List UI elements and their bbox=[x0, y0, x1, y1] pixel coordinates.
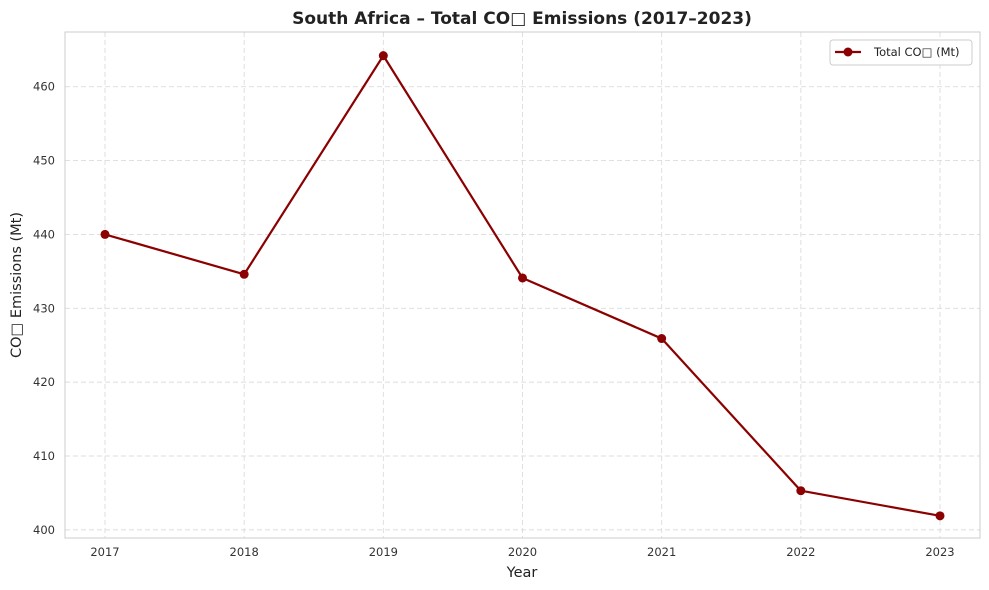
legend-marker-swatch bbox=[843, 47, 853, 57]
x-tick-label: 2017 bbox=[90, 545, 119, 559]
x-tick-label: 2021 bbox=[647, 545, 676, 559]
x-tick-label: 2022 bbox=[786, 545, 815, 559]
series-layer bbox=[100, 51, 945, 521]
y-tick-label: 440 bbox=[33, 227, 55, 241]
y-tick-label: 460 bbox=[33, 80, 55, 94]
data-point bbox=[239, 269, 249, 279]
legend: Total CO□ (Mt) bbox=[829, 39, 973, 66]
x-tick-label: 2023 bbox=[925, 545, 954, 559]
grid-lines bbox=[65, 32, 980, 538]
data-point bbox=[378, 51, 388, 61]
data-point bbox=[100, 229, 110, 239]
y-axis-label: CO□ Emissions (Mt) bbox=[9, 212, 25, 358]
x-tick-label: 2020 bbox=[508, 545, 537, 559]
data-point bbox=[657, 334, 667, 344]
legend-entry-label: Total CO□ (Mt) bbox=[873, 45, 960, 59]
y-tick-label: 410 bbox=[33, 449, 55, 463]
chart-title: South Africa – Total CO□ Emissions (2017… bbox=[292, 9, 752, 29]
y-tick-label: 400 bbox=[33, 523, 55, 537]
plot-frame bbox=[64, 31, 981, 539]
axis-ticks: 2017 2018 2019 2020 2021 2022 2023 400 410 420 430… bbox=[33, 80, 955, 559]
x-tick-label: 2018 bbox=[230, 545, 259, 559]
y-tick-label: 430 bbox=[33, 301, 55, 315]
data-point bbox=[935, 511, 945, 521]
data-point bbox=[796, 486, 806, 496]
legend-box bbox=[829, 39, 973, 66]
x-axis-label: Year bbox=[506, 565, 538, 581]
y-tick-label: 450 bbox=[33, 154, 55, 168]
y-tick-label: 420 bbox=[33, 375, 55, 389]
x-tick-label: 2019 bbox=[369, 545, 398, 559]
data-point bbox=[518, 273, 527, 283]
